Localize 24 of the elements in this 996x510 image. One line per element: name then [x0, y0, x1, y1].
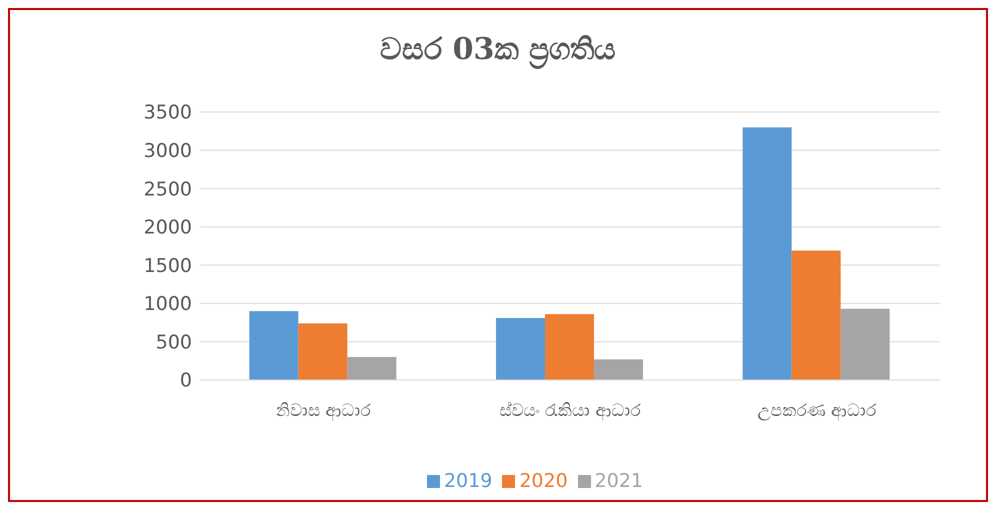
chart-title: වසර 03ක ප්‍රගතිය	[379, 32, 617, 71]
x-tick-label: උපකරණ ආධාර	[757, 401, 877, 422]
x-tick-label: ස්වයං රැකියා ආධාර	[500, 401, 642, 422]
y-tick-label: 3000	[144, 140, 192, 162]
legend-label: 2021	[594, 470, 644, 492]
bar	[249, 311, 298, 380]
y-tick-label: 1000	[144, 293, 192, 316]
bar	[347, 357, 396, 380]
y-tick-label: 3500	[144, 102, 192, 124]
bar	[298, 323, 348, 380]
y-tick-label: 0	[180, 370, 192, 392]
x-tick-label: නිවාස ආධාර	[276, 401, 372, 422]
y-tick-label: 1500	[144, 254, 192, 277]
legend-label: 2019	[444, 470, 492, 492]
bar	[792, 250, 841, 380]
bar	[840, 308, 890, 380]
bar	[742, 127, 792, 380]
bar	[594, 359, 643, 380]
bar	[545, 314, 594, 380]
y-tick-label: 2000	[144, 216, 192, 239]
y-tick-label: 2500	[144, 178, 192, 200]
y-tick-label: 500	[156, 331, 192, 354]
bar	[496, 318, 545, 380]
legend-label: 2020	[519, 470, 568, 492]
